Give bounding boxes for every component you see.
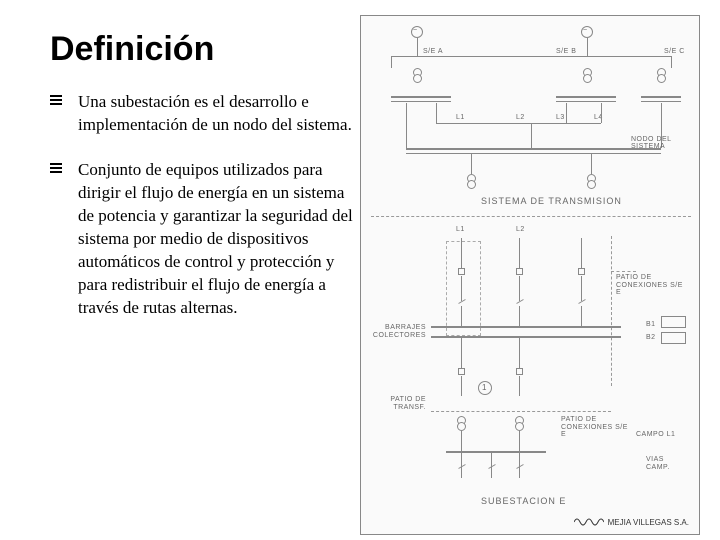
transformer-icon [413, 74, 422, 83]
label-l2b: L2 [516, 226, 525, 233]
campo-box [446, 241, 481, 336]
electrical-diagram: ~ ~ S/E A S/E B S/E C [360, 15, 700, 535]
line [417, 38, 418, 56]
label-subestacion: SUBESTACION E [481, 496, 566, 506]
label-barrajes: BARRAJES COLECTORES [371, 324, 426, 339]
line [406, 103, 407, 148]
busbar-a2 [391, 101, 451, 102]
line [436, 123, 531, 124]
breaker-icon [516, 368, 523, 375]
dash-arrow [611, 271, 636, 272]
dash-line [431, 411, 611, 412]
line [581, 276, 582, 301]
switch-icon [578, 299, 585, 304]
sine-icon: ~ [413, 27, 418, 34]
b1-box [661, 316, 686, 328]
label-b2: B2 [646, 334, 656, 341]
switch-icon [488, 464, 495, 469]
label-patio-conex2: PATIO DE CONEXIONES S/E E [561, 416, 631, 439]
line [587, 38, 588, 56]
text-column: Definición Una subestación es el desarro… [50, 30, 360, 520]
busbar-b [556, 96, 616, 98]
line [531, 123, 601, 124]
switch-icon [458, 464, 465, 469]
switch-icon [516, 299, 523, 304]
line [471, 154, 472, 174]
switch-icon [516, 464, 523, 469]
line [671, 56, 672, 68]
line [519, 338, 520, 368]
label-campo-l1: CAMPO L1 [636, 431, 675, 438]
transformer-icon [583, 74, 592, 83]
line [581, 238, 582, 268]
b2-box [661, 332, 686, 344]
label-seb: S/E B [556, 48, 576, 55]
line [591, 154, 592, 174]
wave-icon [574, 516, 604, 528]
transformer-icon [515, 422, 524, 431]
busbar-b2 [556, 101, 616, 102]
breaker-icon [458, 368, 465, 375]
breaker-icon [516, 268, 523, 275]
line [531, 123, 532, 148]
bus-line [391, 56, 671, 57]
label-l2: L2 [516, 114, 525, 121]
transformer-icon [657, 74, 666, 83]
line [519, 431, 520, 451]
node-bus2 [406, 153, 661, 154]
line [461, 431, 462, 451]
bullet-list: Una subestación es el desarrollo e imple… [50, 91, 360, 319]
company-logo: MEJIA VILLEGAS S.A. [574, 516, 689, 528]
node-bus [406, 148, 661, 150]
bullet-1: Una subestación es el desarrollo e imple… [50, 91, 360, 137]
label-l3: L3 [556, 114, 565, 121]
breaker-icon [578, 268, 585, 275]
line [601, 103, 602, 123]
bullet-2: Conjunto de equipos utilizados para diri… [50, 159, 360, 320]
transformer-icon [587, 180, 596, 189]
busbar-a [391, 96, 451, 98]
line [519, 238, 520, 268]
label-l1b: L1 [456, 226, 465, 233]
label-sea: S/E A [423, 48, 443, 55]
line [391, 56, 392, 68]
line [461, 376, 462, 396]
line [581, 306, 582, 326]
label-l1: L1 [456, 114, 465, 121]
label-vias: VIAS CAMP. [646, 456, 686, 471]
line [519, 376, 520, 396]
company-name: MEJIA VILLEGAS S.A. [608, 518, 689, 527]
line [566, 103, 567, 123]
busbar-c2 [641, 101, 681, 102]
transformer-icon [457, 422, 466, 431]
line [519, 276, 520, 301]
label-sistema: SISTEMA DE TRANSMISION [481, 196, 622, 206]
node-number: 1 [482, 383, 487, 392]
separator-line [371, 216, 691, 217]
slide-container: Definición Una subestación es el desarro… [0, 0, 720, 540]
label-patio-conex: PATIO DE CONEXIONES S/E E [616, 274, 686, 297]
dash-boundary [611, 236, 612, 386]
line [461, 338, 462, 368]
busbar-c [641, 96, 681, 98]
transformer-icon [467, 180, 476, 189]
slide-title: Definición [50, 30, 360, 69]
collector-busbar-2 [431, 336, 621, 338]
line [519, 306, 520, 326]
label-patio-transf: PATIO DE TRANSF. [371, 396, 426, 411]
sine-icon: ~ [583, 27, 588, 34]
line [436, 103, 437, 123]
diagram-column: ~ ~ S/E A S/E B S/E C [360, 30, 700, 520]
label-sec: S/E C [664, 48, 685, 55]
label-nodo: NODO DEL SISTEMA [631, 136, 691, 150]
label-b1: B1 [646, 321, 656, 328]
